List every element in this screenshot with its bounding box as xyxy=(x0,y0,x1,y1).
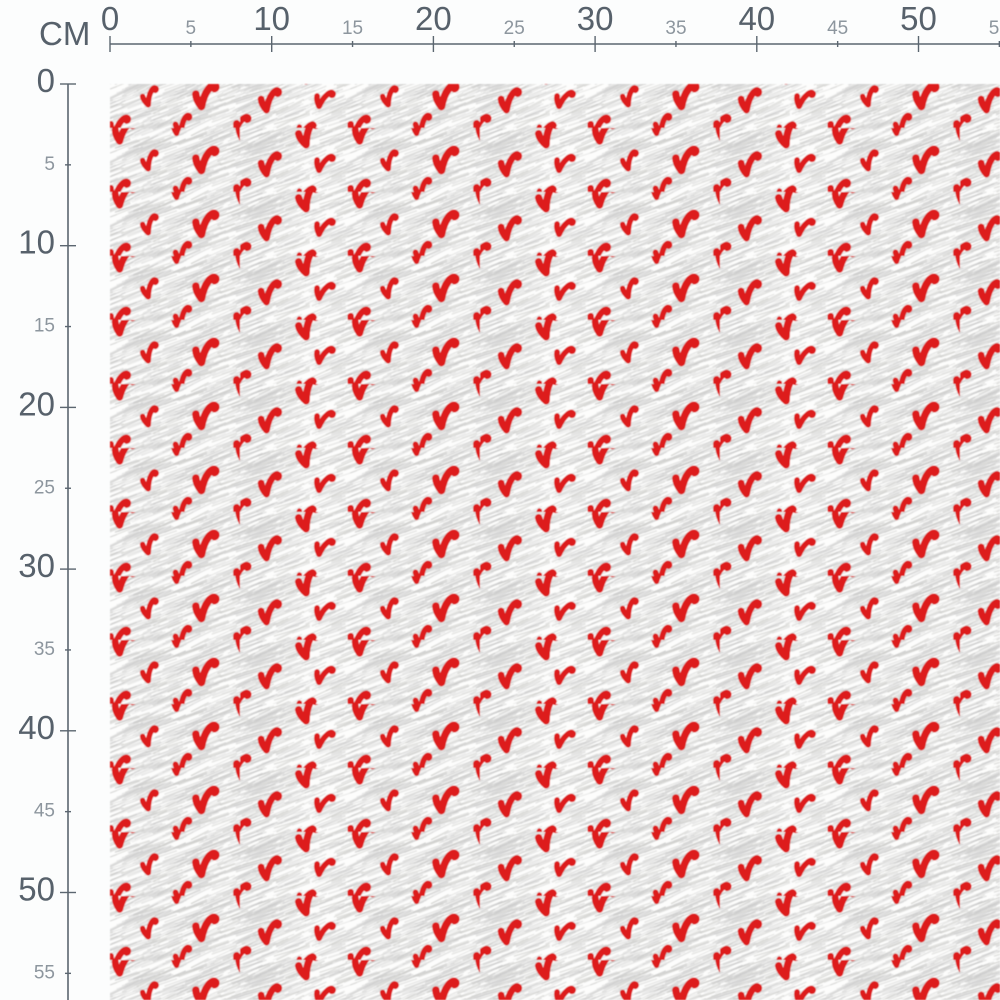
svg-text:45: 45 xyxy=(34,801,55,822)
svg-text:10: 10 xyxy=(18,224,55,261)
svg-text:5: 5 xyxy=(186,18,197,39)
svg-text:0: 0 xyxy=(37,62,55,99)
svg-text:0: 0 xyxy=(101,0,119,37)
svg-text:55: 55 xyxy=(989,18,1000,39)
svg-text:5: 5 xyxy=(44,154,55,175)
svg-text:40: 40 xyxy=(738,0,775,37)
svg-text:20: 20 xyxy=(18,385,55,422)
svg-text:CM: CM xyxy=(39,15,90,52)
svg-text:50: 50 xyxy=(900,0,937,37)
svg-text:25: 25 xyxy=(504,18,525,39)
svg-text:35: 35 xyxy=(34,639,55,660)
svg-text:55: 55 xyxy=(34,962,55,983)
svg-text:10: 10 xyxy=(253,0,290,37)
svg-text:20: 20 xyxy=(415,0,452,37)
svg-text:15: 15 xyxy=(342,18,363,39)
svg-text:35: 35 xyxy=(665,18,686,39)
svg-text:45: 45 xyxy=(827,18,848,39)
svg-text:40: 40 xyxy=(18,709,55,746)
svg-text:25: 25 xyxy=(34,477,55,498)
svg-text:30: 30 xyxy=(18,547,55,584)
svg-text:50: 50 xyxy=(18,871,55,908)
svg-text:30: 30 xyxy=(577,0,614,37)
svg-text:15: 15 xyxy=(34,316,55,337)
